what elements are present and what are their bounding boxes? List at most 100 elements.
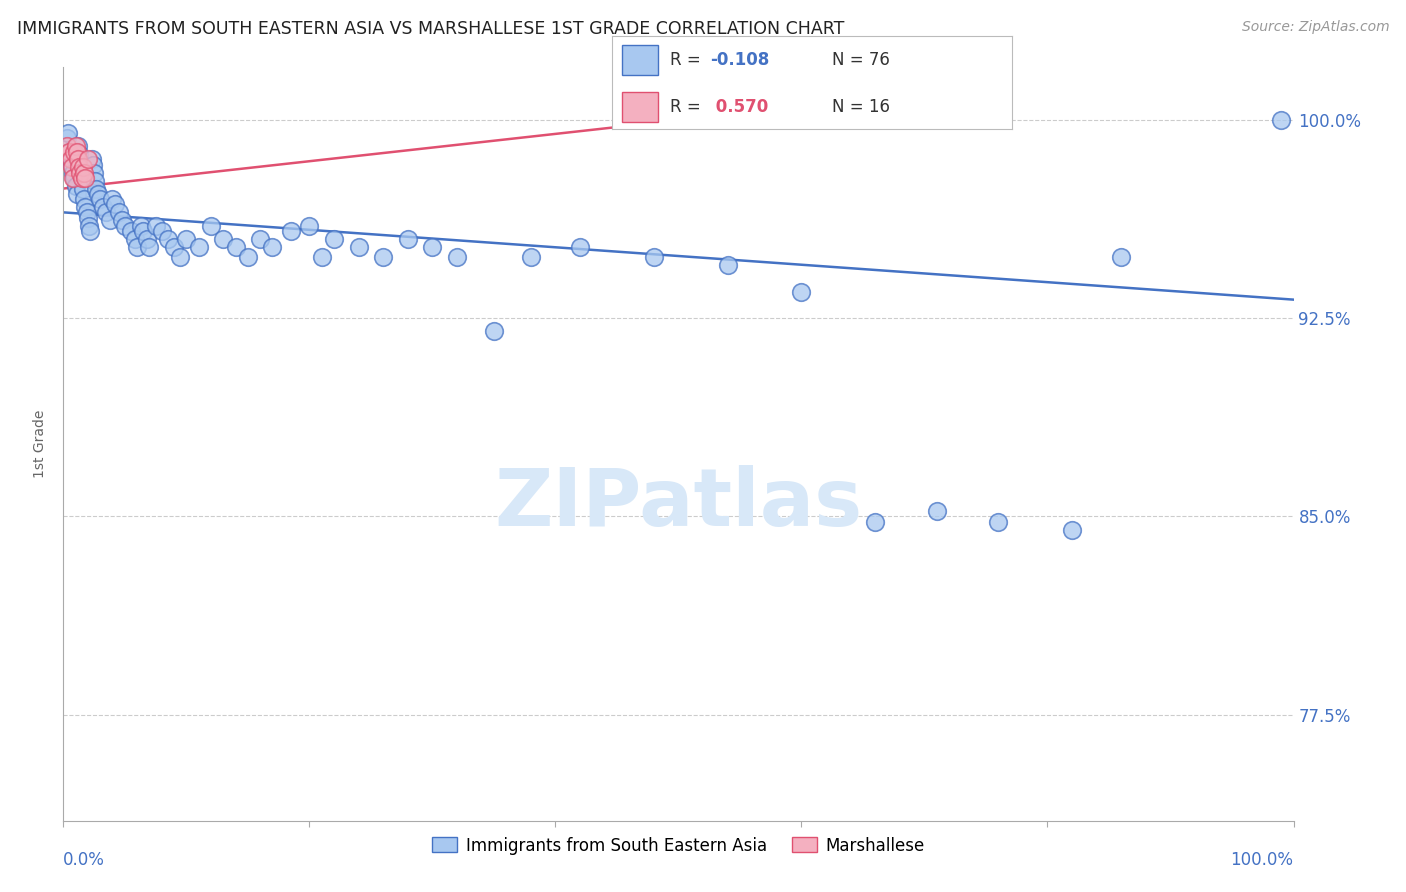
Point [323,232,346,246]
Point [84,173,107,187]
Point [124,232,146,246]
Point [98,213,121,227]
Point [89,192,111,206]
FancyBboxPatch shape [621,45,658,75]
Point [56,126,79,140]
Point [717,258,740,272]
Point [56,131,79,145]
Point [790,285,813,299]
Point [63,145,86,159]
Point [169,250,191,264]
Text: -0.108: -0.108 [710,51,769,69]
Point [62,166,84,180]
Text: IMMIGRANTS FROM SOUTH EASTERN ASIA VS MARSHALLESE 1ST GRADE CORRELATION CHART: IMMIGRANTS FROM SOUTH EASTERN ASIA VS MA… [17,20,844,37]
Point [987,515,1010,529]
Point [863,515,887,529]
Point [73,166,96,180]
Point [280,224,302,238]
Point [59,153,82,167]
Point [174,232,197,246]
Point [69,161,91,175]
Point [67,139,90,153]
Point [482,324,505,338]
Point [145,219,167,233]
Text: 100.0%: 100.0% [1230,851,1294,869]
Point [72,161,94,175]
Text: Source: ZipAtlas.com: Source: ZipAtlas.com [1241,20,1389,34]
Point [107,205,129,219]
Point [63,171,86,186]
Point [225,240,247,254]
Point [62,171,84,186]
Point [72,181,94,195]
Point [1270,112,1292,127]
Point [70,171,93,186]
Point [925,504,948,518]
Point [66,145,89,159]
Point [132,224,155,238]
Point [150,224,173,238]
Point [104,197,127,211]
Point [347,240,370,254]
Text: N = 16: N = 16 [832,98,890,116]
Point [58,145,80,159]
Point [65,139,87,153]
Point [66,186,89,201]
Point [87,186,110,201]
Point [60,158,83,172]
Point [76,205,98,219]
Point [77,219,100,233]
Point [70,171,93,186]
Point [371,250,394,264]
Point [138,240,160,254]
Point [76,211,98,225]
Point [60,161,83,175]
Point [396,232,419,246]
Point [101,192,124,206]
Legend: Immigrants from South Eastern Asia, Marshallese: Immigrants from South Eastern Asia, Mars… [426,830,931,862]
Point [568,240,591,254]
Point [187,240,209,254]
Point [91,200,114,214]
Point [79,224,101,238]
Point [129,219,152,233]
Point [298,219,321,233]
Point [127,240,148,254]
Point [311,250,333,264]
Point [75,200,97,214]
Y-axis label: 1st Grade: 1st Grade [34,409,48,478]
Text: R =: R = [669,51,706,69]
Point [212,232,235,246]
Point [120,224,142,238]
Point [156,232,179,246]
Point [73,192,96,206]
Point [1111,250,1133,264]
Point [67,147,90,161]
Point [520,250,543,264]
Point [446,250,468,264]
Text: 0.0%: 0.0% [63,851,105,869]
Point [643,250,665,264]
Point [67,161,90,175]
Point [65,178,87,193]
Point [80,153,103,167]
Point [75,171,97,186]
Text: 0.570: 0.570 [710,98,768,116]
Point [59,153,82,167]
FancyBboxPatch shape [621,92,658,122]
Point [236,250,259,264]
Point [86,181,108,195]
Point [262,240,284,254]
Point [249,232,271,246]
Point [58,145,80,159]
Point [200,219,222,233]
Point [76,153,98,167]
Text: N = 76: N = 76 [832,51,890,69]
Point [111,213,134,227]
Point [67,153,90,167]
Point [136,232,159,246]
Point [83,166,105,180]
Point [422,240,444,254]
Text: ZIPatlas: ZIPatlas [495,465,862,543]
Text: R =: R = [669,98,706,116]
